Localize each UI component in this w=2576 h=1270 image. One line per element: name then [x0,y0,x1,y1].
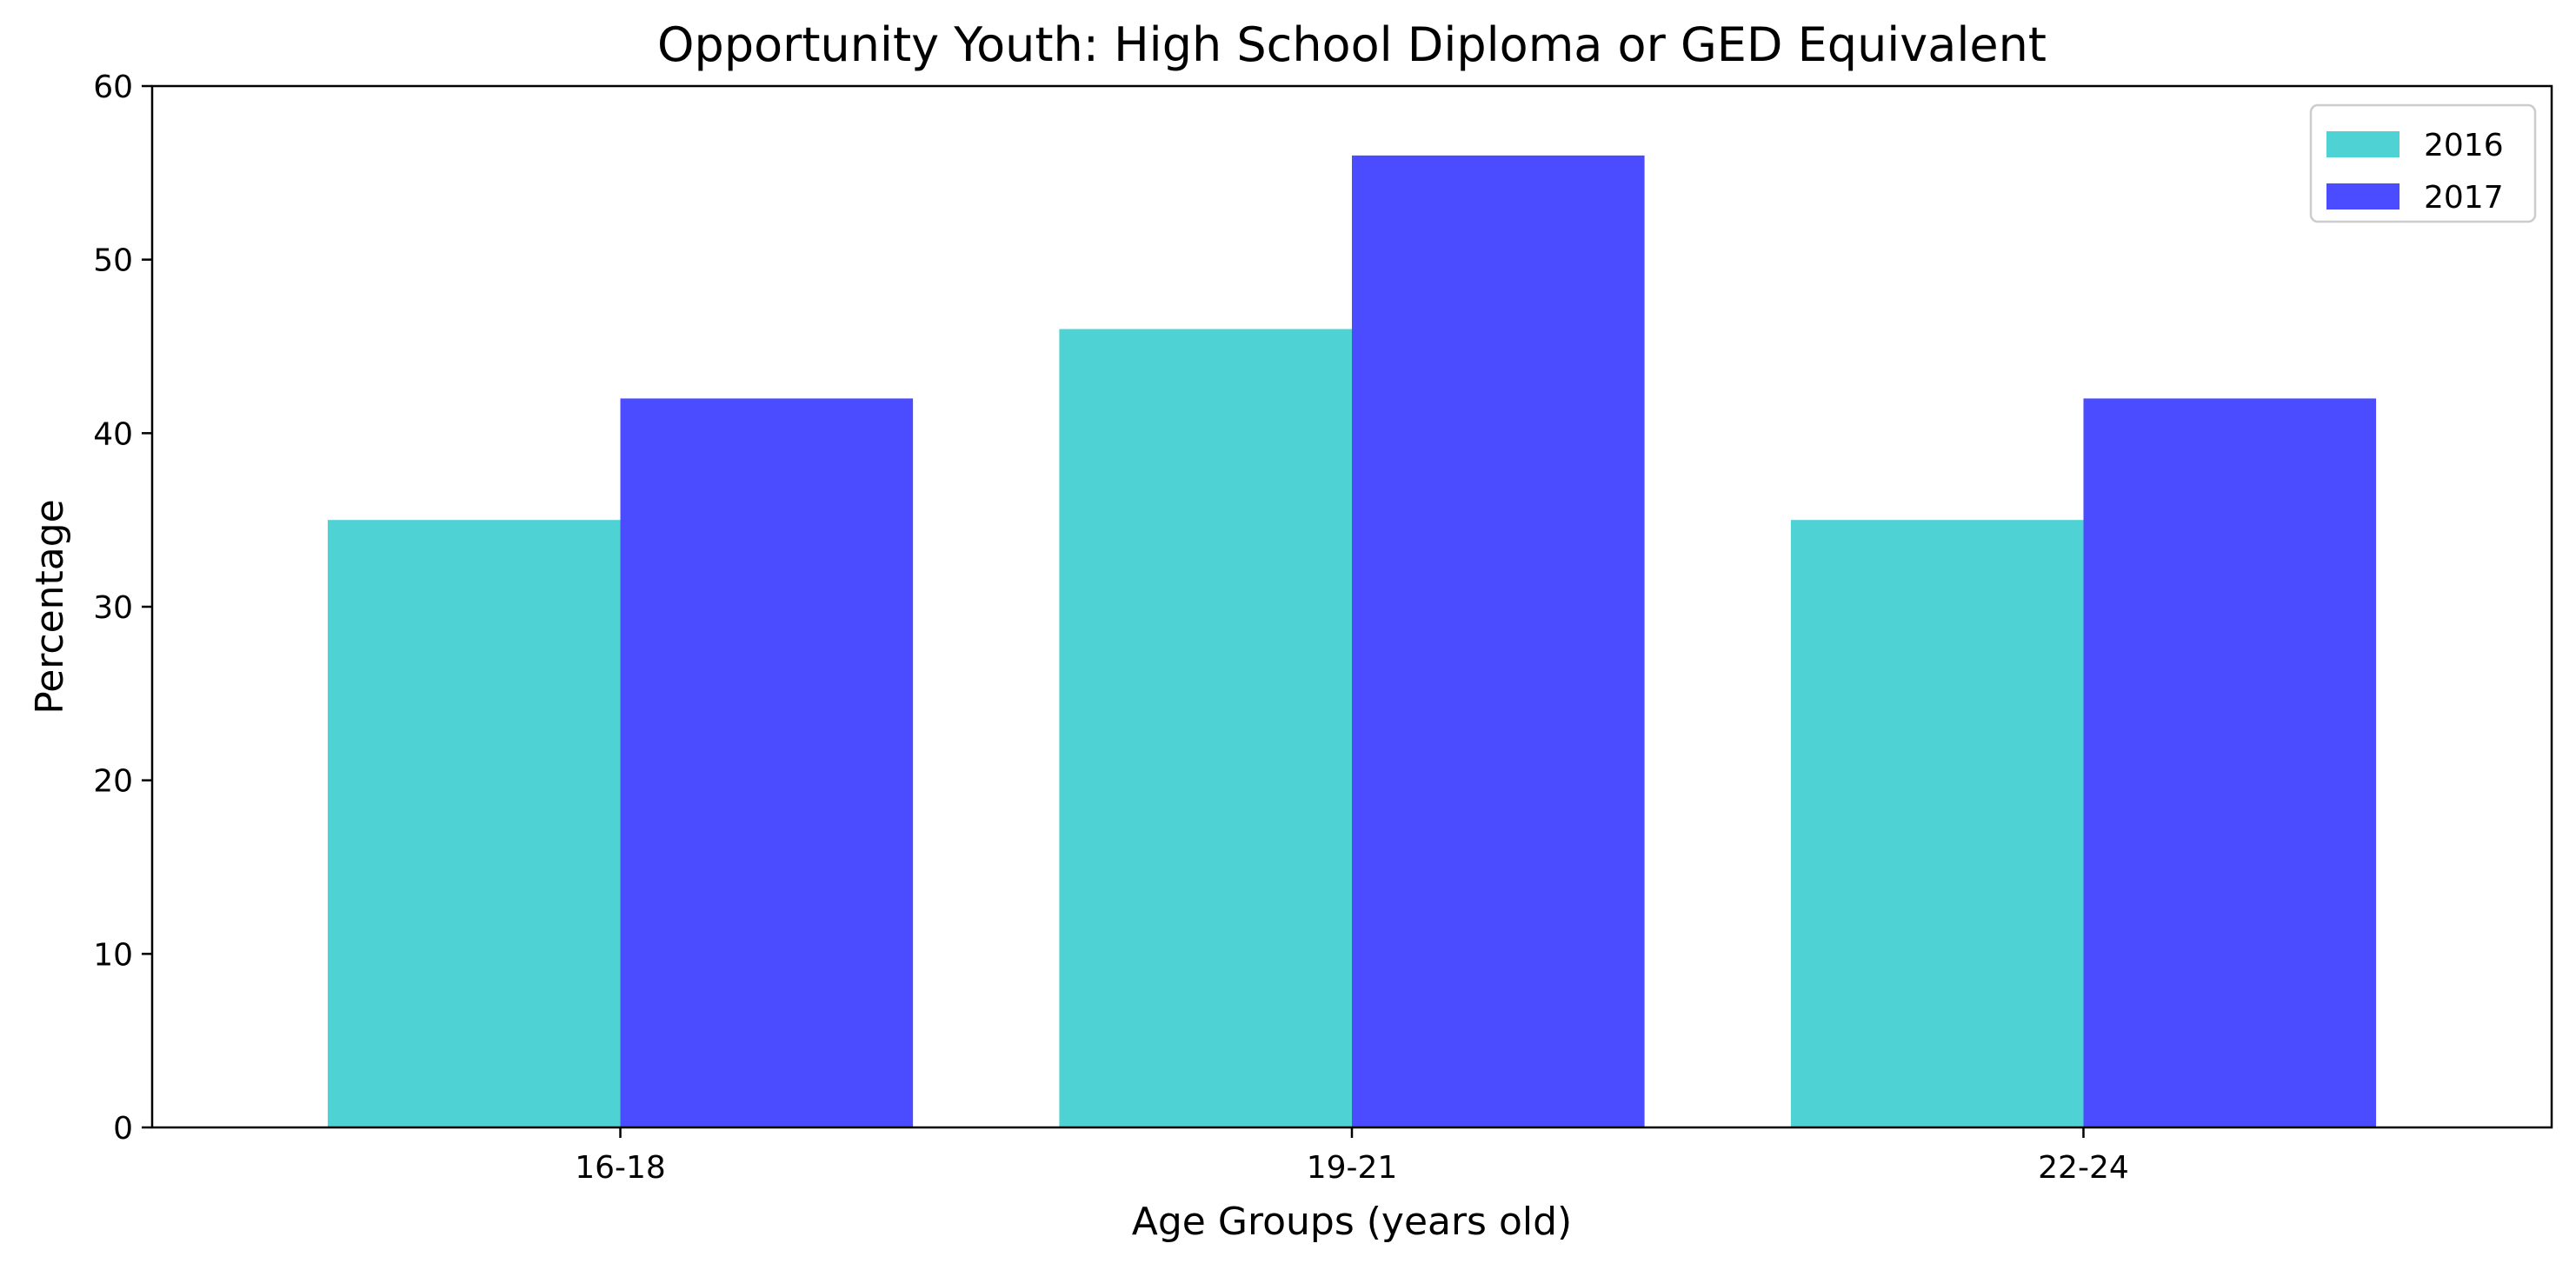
legend: 2016 2017 [2309,103,2537,223]
y-axis-label: Percentage [28,499,72,715]
x-axis: 16-18 19-21 22-24 [575,1127,2129,1186]
bars-layer [327,155,2377,1127]
y-tick-label: 30 [93,590,133,626]
x-tick-label: 19-21 [1307,1150,1398,1186]
legend-label-2017: 2017 [2424,180,2504,216]
x-axis-label: Age Groups (years old) [1132,1200,1572,1244]
y-tick-label: 10 [93,937,133,973]
legend-swatch-2016 [2326,131,2400,157]
legend-swatch-2017 [2326,183,2400,209]
chart-title: Opportunity Youth: High School Diploma o… [657,17,2047,72]
x-tick-label: 22-24 [2038,1150,2129,1186]
bar-2017-16-18 [620,398,914,1127]
y-axis: 0 10 20 30 40 50 60 [93,70,152,1147]
bar-2017-22-24 [2083,398,2377,1127]
bar-2016-19-21 [1059,329,1352,1127]
bar-2016-16-18 [327,520,621,1127]
x-tick-label: 16-18 [575,1150,666,1186]
y-tick-label: 40 [93,416,133,452]
y-tick-label: 0 [113,1111,133,1147]
bar-2017-19-21 [1352,155,1645,1127]
legend-label-2016: 2016 [2424,128,2504,163]
y-tick-label: 50 [93,243,133,279]
bar-2016-22-24 [1790,520,2084,1127]
y-tick-label: 60 [93,70,133,105]
y-tick-label: 20 [93,764,133,800]
